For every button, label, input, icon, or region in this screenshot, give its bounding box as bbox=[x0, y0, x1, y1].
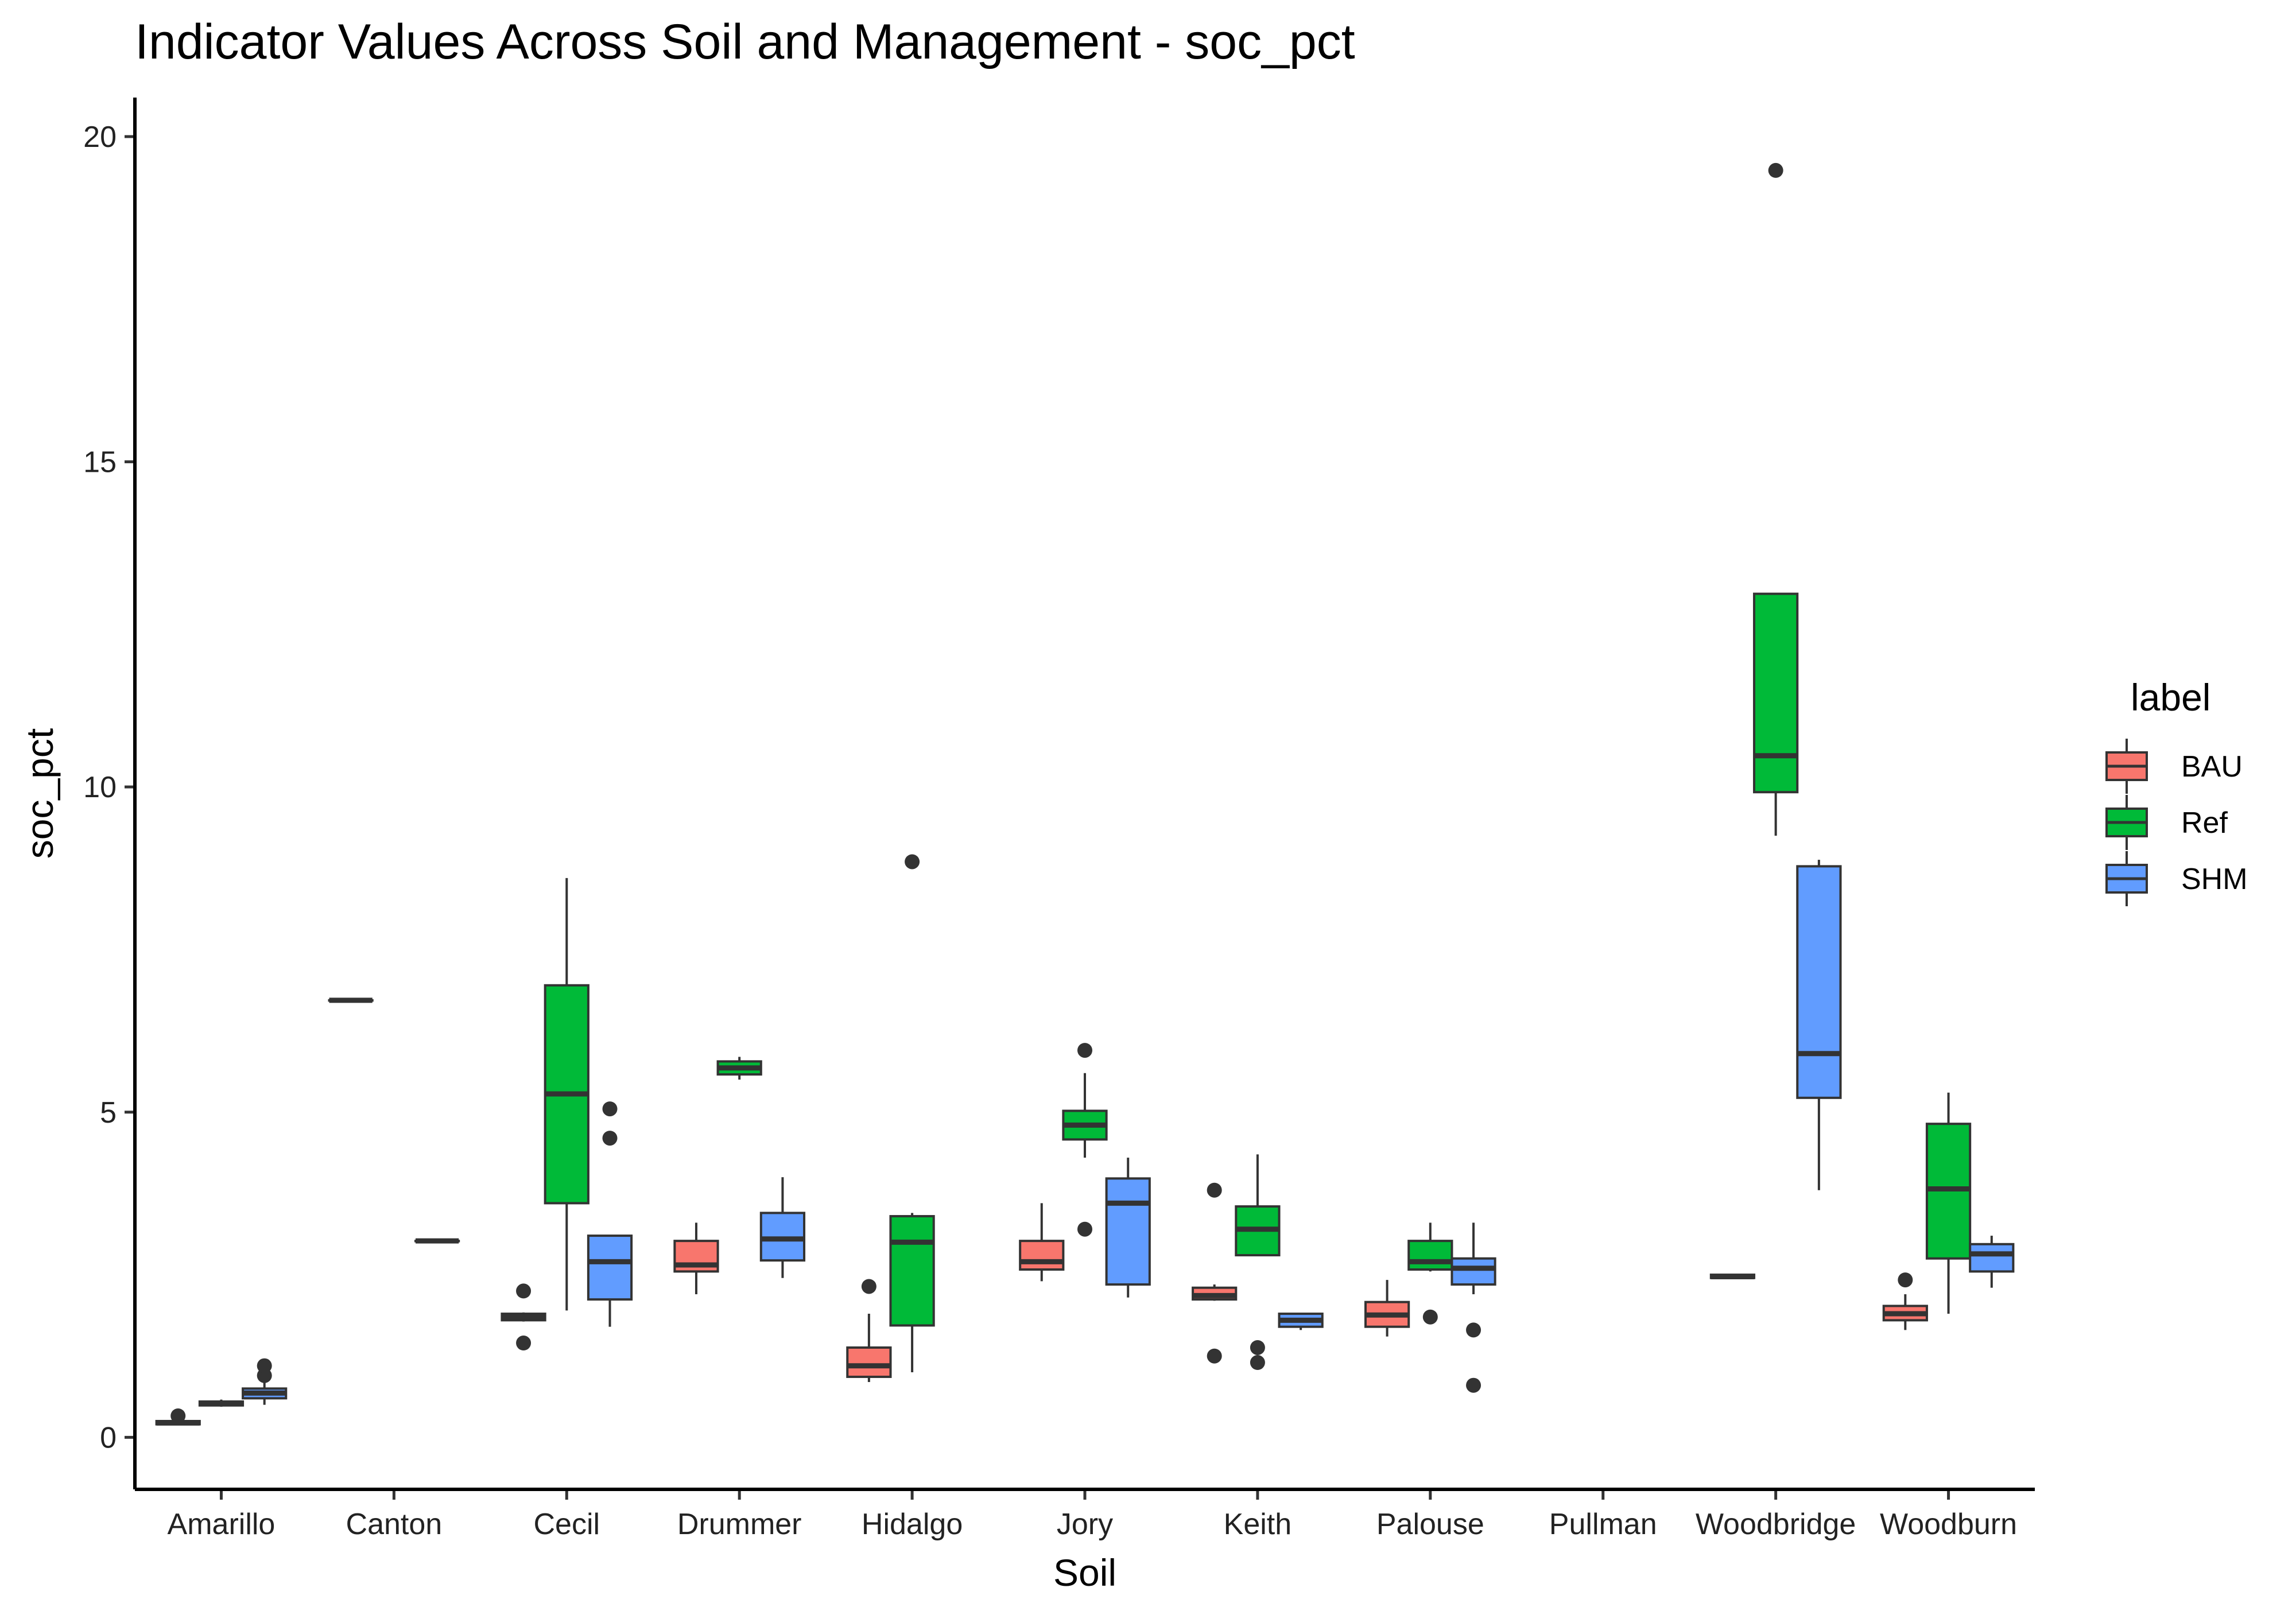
x-tick-label: Jory bbox=[1057, 1508, 1113, 1541]
x-tick-label: Woodbridge bbox=[1696, 1508, 1856, 1541]
outlier-point bbox=[905, 854, 920, 870]
y-tick-label: 5 bbox=[100, 1096, 117, 1129]
legend-title: label bbox=[2131, 676, 2210, 719]
box-jory-bau bbox=[1019, 1203, 1065, 1282]
box-cecil-shm bbox=[587, 1101, 633, 1327]
box-body bbox=[1105, 1177, 1151, 1286]
outlier-point bbox=[257, 1358, 272, 1373]
box-amarillo-shm bbox=[242, 1358, 288, 1405]
x-tick-label: Keith bbox=[1224, 1508, 1292, 1541]
box-body bbox=[846, 1346, 892, 1378]
box-amarillo-ref bbox=[198, 1399, 245, 1407]
y-axis-ticks: 0 5 10 15 20 bbox=[83, 121, 135, 1454]
box-hidalgo-bau bbox=[846, 1279, 892, 1383]
y-tick-label: 15 bbox=[83, 446, 117, 479]
legend-label: BAU bbox=[2181, 750, 2243, 783]
legend-entry-ref: Ref bbox=[2105, 795, 2228, 850]
outlier-point bbox=[1422, 1309, 1438, 1325]
box-body bbox=[1796, 865, 1842, 1099]
box-palouse-ref bbox=[1407, 1222, 1453, 1325]
x-tick-label: Drummer bbox=[677, 1508, 802, 1541]
box-woodburn-ref bbox=[1925, 1092, 1972, 1314]
x-tick-label: Canton bbox=[346, 1508, 443, 1541]
outlier-point bbox=[1077, 1221, 1092, 1237]
legend-label: Ref bbox=[2181, 806, 2228, 840]
x-tick-label: Palouse bbox=[1376, 1508, 1484, 1541]
box-amarillo-bau bbox=[155, 1408, 201, 1426]
outlier-point bbox=[1250, 1355, 1265, 1371]
legend-entry-bau: BAU bbox=[2105, 739, 2243, 794]
legend-label: SHM bbox=[2181, 863, 2248, 896]
box-body bbox=[1407, 1240, 1453, 1271]
outlier-point bbox=[516, 1283, 532, 1299]
x-tick-label: Cecil bbox=[533, 1508, 600, 1541]
box-drummer-bau bbox=[673, 1222, 719, 1295]
box-cecil-bau bbox=[501, 1283, 546, 1351]
outlier-point bbox=[1768, 162, 1783, 178]
outlier-point bbox=[1466, 1322, 1481, 1338]
box-keith-shm bbox=[1278, 1313, 1324, 1330]
outlier-point bbox=[516, 1336, 532, 1351]
plot-area bbox=[155, 162, 2015, 1426]
box-body bbox=[587, 1235, 633, 1301]
box-woodburn-bau bbox=[1882, 1272, 1928, 1330]
chart-title: Indicator Values Across Soil and Managem… bbox=[135, 14, 1355, 69]
box-jory-shm bbox=[1105, 1158, 1151, 1298]
x-tick-label: Hidalgo bbox=[862, 1508, 963, 1541]
box-woodbridge-ref bbox=[1753, 162, 1799, 836]
box-body bbox=[1969, 1243, 2015, 1273]
y-tick-label: 20 bbox=[83, 121, 117, 154]
outlier-point bbox=[602, 1101, 618, 1117]
box-body bbox=[1019, 1240, 1065, 1271]
x-tick-label: Amarillo bbox=[168, 1508, 276, 1541]
box-woodburn-shm bbox=[1969, 1236, 2015, 1288]
legend-entries: BAU Ref SHM bbox=[2105, 739, 2248, 906]
outlier-point bbox=[1466, 1377, 1481, 1393]
outlier-point bbox=[1250, 1340, 1265, 1355]
legend-entry-shm: SHM bbox=[2105, 851, 2248, 906]
y-tick-label: 0 bbox=[100, 1421, 117, 1454]
box-drummer-shm bbox=[759, 1177, 806, 1278]
legend: label BAU Ref SHM bbox=[2105, 676, 2248, 906]
outlier-point bbox=[1207, 1182, 1222, 1198]
box-cecil-ref bbox=[544, 878, 589, 1311]
box-body bbox=[1753, 592, 1799, 794]
outlier-point bbox=[602, 1131, 618, 1146]
x-tick-label: Woodburn bbox=[1880, 1508, 2017, 1541]
box-palouse-bau bbox=[1364, 1280, 1410, 1337]
x-axis-ticks: Amarillo Canton Cecil Drummer Hidalgo Jory Kei… bbox=[168, 1489, 2017, 1541]
outlier-point bbox=[170, 1408, 186, 1423]
outlier-point bbox=[861, 1279, 876, 1294]
outlier-point bbox=[1207, 1348, 1222, 1364]
box-keith-bau bbox=[1192, 1182, 1238, 1364]
x-tick-label: Pullman bbox=[1549, 1508, 1657, 1541]
box-hidalgo-ref bbox=[889, 854, 935, 1373]
box-keith-ref bbox=[1235, 1154, 1281, 1371]
box-drummer-ref bbox=[716, 1057, 762, 1080]
box-canton-bau bbox=[328, 997, 374, 1003]
box-body bbox=[889, 1215, 935, 1327]
y-axis-title: soc_pct bbox=[18, 728, 61, 859]
box-palouse-shm bbox=[1450, 1222, 1496, 1393]
box-jory-ref bbox=[1062, 1043, 1108, 1237]
box-body bbox=[1450, 1257, 1496, 1286]
x-axis-title: Soil bbox=[1053, 1551, 1116, 1594]
outlier-point bbox=[1077, 1043, 1092, 1058]
y-tick-label: 10 bbox=[83, 771, 117, 804]
outlier-point bbox=[1898, 1272, 1913, 1288]
box-woodbridge-shm bbox=[1796, 860, 1842, 1190]
box-woodbridge-bau bbox=[1709, 1274, 1756, 1279]
